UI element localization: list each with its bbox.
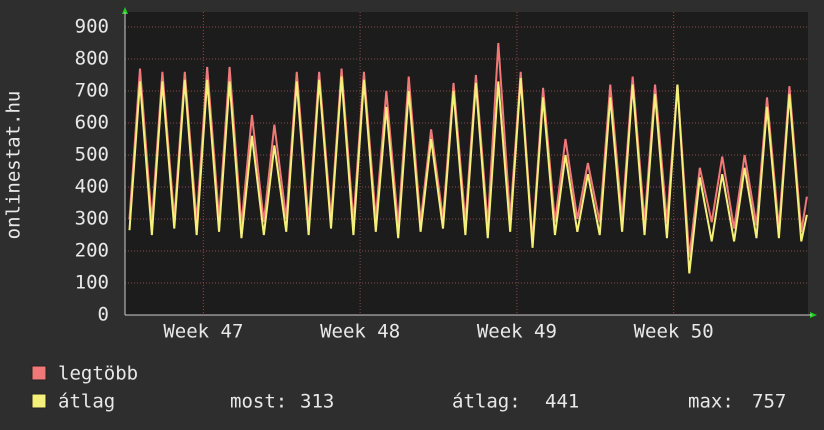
y-tick-label: 900 (75, 16, 109, 38)
x-tick-label: Week 49 (477, 321, 557, 343)
series-line (128, 76, 808, 274)
stat-value: 313 (300, 391, 334, 413)
legend-swatch (31, 393, 47, 409)
y-tick-label: 100 (75, 272, 109, 294)
stat-value: 441 (545, 391, 579, 413)
x-tick-label: Week 48 (320, 321, 400, 343)
legend-swatch (31, 365, 47, 381)
y-axis-label: onlinestat.hu (3, 91, 25, 240)
plot-area (125, 12, 808, 315)
x-tick-label: Week 47 (163, 321, 243, 343)
x-tick-label: Week 50 (634, 321, 714, 343)
axis-arrow (122, 7, 128, 14)
y-tick-label: 200 (75, 240, 109, 262)
y-tick-label: 0 (98, 304, 109, 326)
axis-arrow (810, 312, 817, 318)
y-tick-label: 600 (75, 112, 109, 134)
stat-label: most: (230, 391, 287, 413)
stat-label: max: (688, 391, 734, 413)
y-tick-label: 500 (75, 144, 109, 166)
y-tick-label: 300 (75, 208, 109, 230)
stat-value: 757 (752, 391, 786, 413)
y-tick-label: 800 (75, 48, 109, 70)
legend-label: átlag (58, 391, 115, 413)
legend-label: legtöbb (58, 363, 138, 385)
y-tick-label: 700 (75, 80, 109, 102)
stat-label: átlag: (452, 391, 521, 413)
y-tick-label: 400 (75, 176, 109, 198)
